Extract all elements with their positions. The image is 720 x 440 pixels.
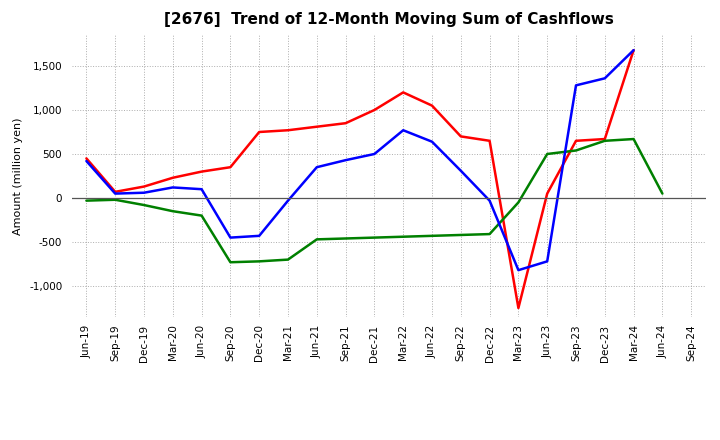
Operating Cashflow [543,191,552,196]
Investing Cashflow [370,235,379,240]
Investing Cashflow [284,257,292,262]
Free Cashflow [140,190,148,195]
Investing Cashflow [226,260,235,265]
Investing Cashflow [197,213,206,218]
Investing Cashflow [658,191,667,196]
Free Cashflow [485,198,494,203]
Investing Cashflow [341,236,350,241]
Operating Cashflow [255,129,264,135]
Investing Cashflow [514,200,523,205]
Operating Cashflow [140,184,148,189]
Operating Cashflow [341,121,350,126]
Free Cashflow [341,158,350,163]
Operating Cashflow [600,136,609,142]
Operating Cashflow [370,107,379,113]
Free Cashflow [629,48,638,53]
Investing Cashflow [140,202,148,208]
Free Cashflow [168,185,177,190]
Investing Cashflow [572,148,580,153]
Free Cashflow [543,259,552,264]
Title: [2676]  Trend of 12-Month Moving Sum of Cashflows: [2676] Trend of 12-Month Moving Sum of C… [164,12,613,27]
Investing Cashflow [629,136,638,142]
Operating Cashflow [168,175,177,180]
Investing Cashflow [428,233,436,238]
Investing Cashflow [543,151,552,157]
Operating Cashflow [226,165,235,170]
Operating Cashflow [485,138,494,143]
Operating Cashflow [629,48,638,53]
Free Cashflow [312,165,321,170]
Operating Cashflow [428,103,436,108]
Investing Cashflow [111,197,120,202]
Free Cashflow [82,158,91,164]
Free Cashflow [197,187,206,192]
Line: Investing Cashflow: Investing Cashflow [86,139,662,262]
Operating Cashflow [514,305,523,311]
Investing Cashflow [82,198,91,203]
Free Cashflow [284,198,292,203]
Free Cashflow [428,139,436,144]
Investing Cashflow [600,138,609,143]
Free Cashflow [111,191,120,196]
Y-axis label: Amount (million yen): Amount (million yen) [14,117,24,235]
Free Cashflow [514,268,523,273]
Operating Cashflow [572,138,580,143]
Investing Cashflow [456,232,465,238]
Investing Cashflow [168,209,177,214]
Line: Operating Cashflow: Operating Cashflow [86,50,634,308]
Free Cashflow [255,233,264,238]
Investing Cashflow [485,231,494,237]
Line: Free Cashflow: Free Cashflow [86,50,634,270]
Investing Cashflow [399,234,408,239]
Free Cashflow [370,151,379,157]
Investing Cashflow [312,237,321,242]
Investing Cashflow [255,259,264,264]
Operating Cashflow [312,124,321,129]
Free Cashflow [399,128,408,133]
Operating Cashflow [456,134,465,139]
Operating Cashflow [284,128,292,133]
Operating Cashflow [197,169,206,174]
Operating Cashflow [399,90,408,95]
Operating Cashflow [82,156,91,161]
Free Cashflow [572,83,580,88]
Operating Cashflow [111,189,120,194]
Free Cashflow [456,168,465,173]
Free Cashflow [226,235,235,240]
Free Cashflow [600,76,609,81]
